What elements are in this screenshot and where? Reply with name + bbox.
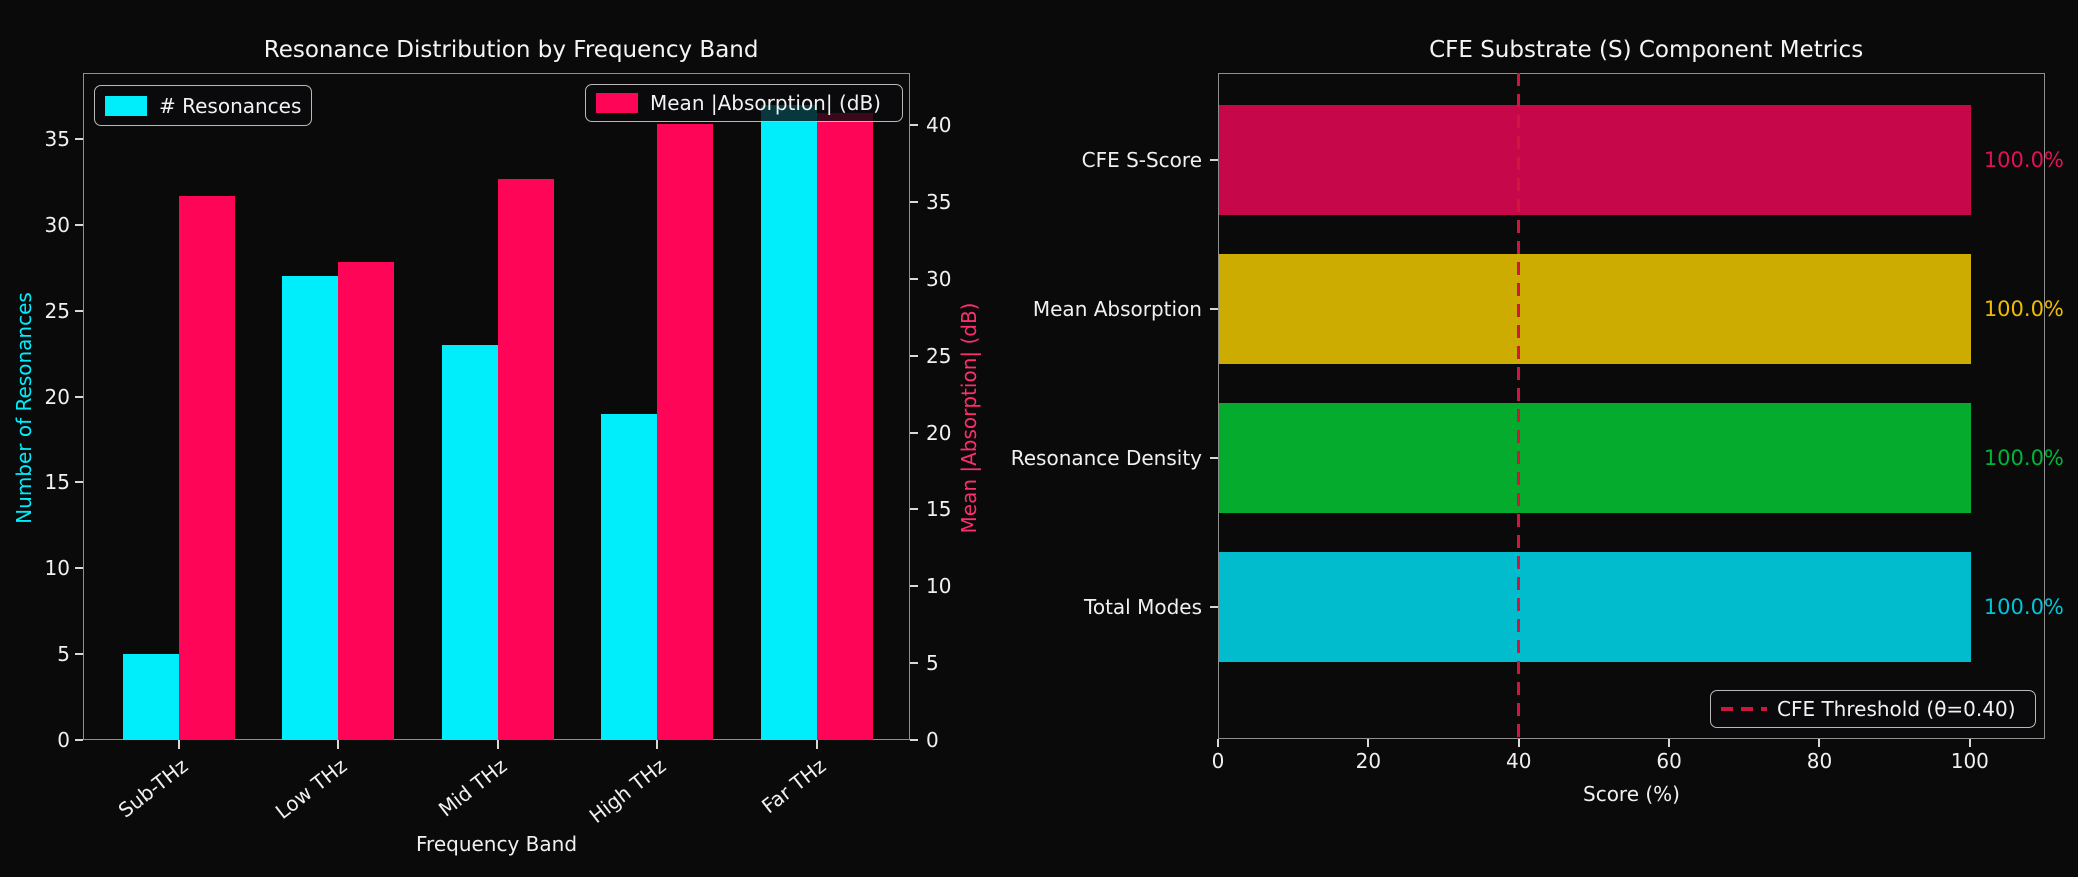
left-y-tick-label: 25 <box>44 298 70 323</box>
right-y-tick-mark <box>910 585 918 588</box>
left-y-tick-mark <box>75 309 83 312</box>
legend-resonances-label: # Resonances <box>159 93 302 118</box>
cyan-legend-swatch <box>105 95 147 116</box>
hbar-value-label-Resonance Density: 100.0% <box>1983 446 2064 470</box>
left-y-tick-label: 30 <box>44 212 70 237</box>
right-x-tick-mark <box>1818 739 1821 747</box>
bar-absorption-Far THz <box>816 112 873 740</box>
right-x-tick-label: 100 <box>1950 749 1989 773</box>
hbar-Total Modes <box>1219 552 1971 662</box>
left-chart-legend-absorption: Mean |Absorption| (dB) <box>585 84 903 122</box>
hbar-Resonance Density <box>1219 403 1971 513</box>
left-x-tick-mark <box>496 740 499 749</box>
pink-legend-swatch <box>596 93 638 113</box>
hbar-CFE S-Score <box>1219 105 1971 215</box>
left-x-tick-mark <box>656 740 658 749</box>
left-y-tick-label: 10 <box>44 556 70 581</box>
right-x-tick-mark <box>1517 739 1520 747</box>
right-y-tick-label: 15 <box>926 497 952 522</box>
left-chart-title-line1: Resonance Distribution by Frequency Band <box>263 37 759 63</box>
threshold-dash-swatch <box>1721 707 1767 711</box>
right-y-tick-label: 0 <box>926 728 939 752</box>
legend-absorption-label: Mean |Absorption| (dB) <box>650 91 881 115</box>
left-y-tick-mark <box>75 567 83 570</box>
right-chart-title-line1: CFE Substrate (S) Component Metrics <box>1429 37 1864 63</box>
left-x-tick-mark <box>177 740 180 749</box>
hbar-value-label-Total Modes: 100.0% <box>1983 595 2064 619</box>
right-x-tick-mark <box>1367 739 1370 747</box>
bar-absorption-Mid THz <box>497 179 554 740</box>
right-x-tick-mark <box>1668 739 1671 747</box>
hbar-Mean Absorption <box>1219 254 1971 364</box>
right-x-tick-label: 20 <box>1355 749 1382 773</box>
right-y-tick-label: 30 <box>926 266 952 291</box>
bar-absorption-High THz <box>657 123 713 740</box>
hbar-value-label-CFE S-Score: 100.0% <box>1983 148 2064 172</box>
left-chart-x-axis-label: Frequency Band <box>415 832 578 856</box>
left-y-tick-label: 0 <box>57 728 70 752</box>
right-cat-tick-mark <box>1210 457 1218 459</box>
right-chart-x-axis-label: Score (%) <box>1583 782 1680 806</box>
right-y-tick-mark <box>910 739 918 741</box>
right-x-tick-label: 0 <box>1211 749 1225 773</box>
right-cat-label-Resonance Density: Resonance Density <box>1010 446 1202 470</box>
bar-resonances-High THz <box>601 413 657 740</box>
right-y-tick-mark <box>910 508 918 511</box>
right-y-tick-mark <box>910 354 918 357</box>
right-cat-tick-mark <box>1210 606 1218 608</box>
right-y-tick-label: 40 <box>926 113 952 138</box>
bar-absorption-Low THz <box>338 262 394 740</box>
right-x-tick-mark <box>1217 739 1219 747</box>
left-y-tick-mark <box>75 481 83 484</box>
legend-threshold-label: CFE Threshold (θ=0.40) <box>1777 697 2016 721</box>
bar-absorption-Sub-THz <box>178 195 235 740</box>
right-y-tick-mark <box>910 277 918 280</box>
left-y-tick-label: 5 <box>57 642 70 667</box>
right-x-tick-label: 60 <box>1656 749 1682 773</box>
left-y-tick-mark <box>75 739 83 741</box>
right-y-tick-label: 20 <box>926 420 952 445</box>
left-y-tick-label: 15 <box>44 470 70 495</box>
right-cat-tick-mark <box>1210 159 1218 161</box>
right-cat-label-Mean Absorption: Mean Absorption <box>1032 297 1202 321</box>
right-chart-legend-threshold: CFE Threshold (θ=0.40) <box>1710 690 2036 728</box>
left-y-tick-label: 35 <box>44 127 70 152</box>
right-y-tick-mark <box>910 662 918 665</box>
hbar-value-label-Mean Absorption: 100.0% <box>1983 297 2064 321</box>
left-chart-legend-resonances: # Resonances <box>94 85 312 126</box>
bar-resonances-Mid THz <box>441 345 498 740</box>
right-cat-label-CFE S-Score: CFE S-Score <box>1081 148 1202 172</box>
right-y-tick-label: 35 <box>926 190 952 215</box>
right-x-tick-label: 80 <box>1806 749 1833 773</box>
right-x-tick-label: 40 <box>1505 749 1532 773</box>
left-y-tick-mark <box>75 395 83 398</box>
right-cat-tick-mark <box>1210 308 1218 310</box>
right-x-tick-mark <box>1968 739 1971 747</box>
left-y-tick-mark <box>75 138 83 141</box>
bar-resonances-Low THz <box>282 276 338 740</box>
right-y-tick-mark <box>910 431 918 434</box>
left-x-tick-mark <box>815 740 818 749</box>
bar-resonances-Sub-THz <box>122 654 179 740</box>
left-x-tick-mark <box>337 740 339 749</box>
right-y-tick-mark <box>910 124 918 127</box>
right-y-tick-label: 10 <box>926 574 952 599</box>
right-y-tick-label: 5 <box>926 651 939 676</box>
left-y-tick-mark <box>75 223 83 226</box>
bar-resonances-Far THz <box>760 104 817 740</box>
right-y-tick-mark <box>910 201 918 204</box>
threshold-line <box>1517 73 1521 739</box>
right-cat-label-Total Modes: Total Modes <box>1084 595 1202 619</box>
right-y-tick-label: 25 <box>926 343 952 368</box>
left-x-tick-label-Sub-THz: Sub-THz <box>113 753 192 823</box>
left-y-tick-mark <box>75 653 83 656</box>
left-y-tick-label: 20 <box>44 384 70 409</box>
